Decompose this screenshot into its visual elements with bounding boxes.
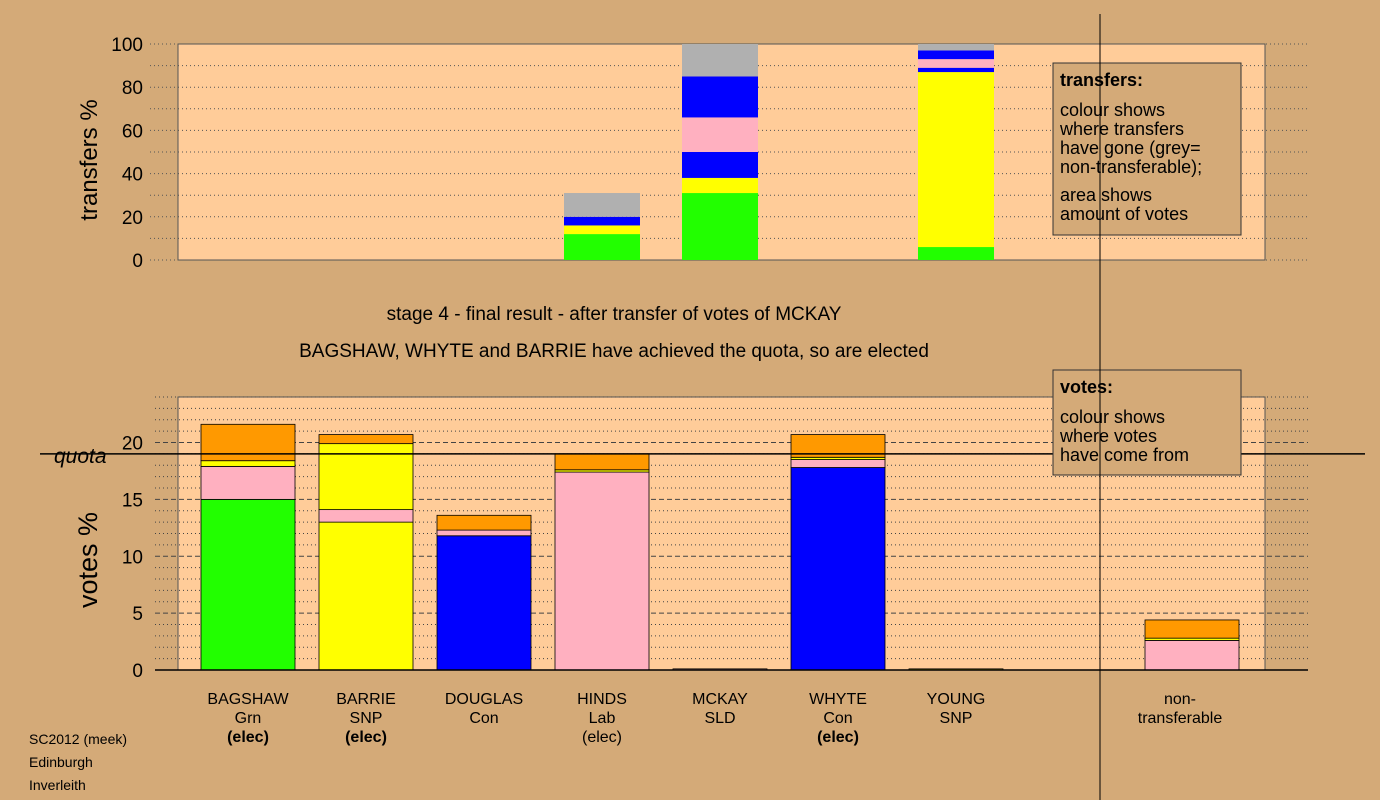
votes-tick-label: 20 [122,434,143,455]
vote-bar-segment [200,465,296,500]
transfer-bar-segment [682,193,758,260]
stage-subtitle: BAGSHAW, WHYTE and BARRIE have achieved … [299,341,929,362]
votes-tick-label: 0 [132,661,143,682]
transfers-tick-label: 60 [122,121,143,142]
transfer-bar-segment [564,193,640,217]
transfer-bar-segment [682,152,758,178]
transfers-legend-line: colour shows [1060,100,1165,120]
candidate-party-label: Con [823,710,852,727]
vote-bar-segment [436,535,532,671]
candidate-party-label: Lab [589,710,616,727]
transfers-tick-label: 80 [122,78,143,99]
candidate-name-label: BAGSHAW [207,691,289,708]
transfer-bar-segment [918,67,994,73]
transfer-bar-segment [918,59,994,68]
vote-bar-segment [200,423,296,462]
vote-bar-segment [200,498,296,671]
candidate-party-label: Con [469,710,498,727]
votes-tick-label: 15 [122,490,143,511]
candidate-party-label: SNP [350,710,383,727]
transfer-bar-segment [682,177,758,194]
transfers-legend-line: where transfers [1059,119,1184,139]
transfers-legend-title: transfers: [1060,70,1143,90]
transfer-bar-segment [682,44,758,77]
candidate-status-label: (elec) [345,729,387,746]
candidate-status-label: (elec) [817,729,859,746]
vote-bar-segment [436,529,532,537]
votes-y-axis-label: votes % [73,512,103,608]
candidate-status-label: (elec) [227,729,269,746]
votes-legend-line: have come from [1060,445,1189,465]
candidate-name-label: BARRIE [336,691,396,708]
vote-bar-segment [554,453,650,471]
votes-tick-label: 10 [122,547,143,568]
footer-line-2: Edinburgh [29,754,93,770]
transfer-bar-segment [682,76,758,118]
transfers-panel: 0 20 40 60 80 100 transfers % transfers: colour … [76,35,1308,272]
candidate-party-label: SNP [940,710,973,727]
transfer-bar-segment [918,44,994,51]
candidate-name-label: HINDS [577,691,627,708]
votes-legend-title: votes: [1060,377,1113,397]
transfers-legend-line: have gone (grey= [1060,138,1201,158]
vote-bar-segment [436,514,532,531]
transfers-y-axis-label: transfers % [76,99,103,220]
transfer-bar-segment [918,50,994,60]
transfer-bar-segment [682,117,758,152]
transfers-legend-line: amount of votes [1060,204,1188,224]
vote-bar-segment [200,460,296,467]
footer-line-1: SC2012 (meek) [29,731,127,747]
vote-bar-segment [318,509,414,523]
vote-bar-segment [790,434,886,458]
transfers-legend-line: area shows [1060,185,1152,205]
vote-bar-segment [554,471,650,671]
candidate-name-label: DOUGLAS [445,691,523,708]
candidate-status-label: (elec) [582,729,622,746]
votes-legend-box [1052,369,1242,476]
vote-bar-segment [318,521,414,671]
votes-legend-line: where votes [1059,426,1157,446]
transfer-bar-segment [564,234,640,260]
stage-title: stage 4 - final result - after transfer … [387,304,842,325]
transfers-tick-label: 0 [132,251,143,272]
vote-bar-segment [1144,640,1240,671]
candidate-name-label: WHYTE [809,691,867,708]
candidate-party-label: SLD [704,710,735,727]
transfers-tick-label: 40 [122,165,143,186]
vote-bar-segment [790,467,886,671]
transfers-tick-label: 20 [122,208,143,229]
transfers-legend-box [1052,62,1242,236]
vote-bar-segment [1144,619,1240,639]
transfers-tick-label: 100 [111,35,143,56]
vote-bar-segment [318,443,414,511]
transfers-legend-line: non-transferable); [1060,157,1202,177]
transfer-bar-segment [918,72,994,248]
votes-panel: 0 5 10 15 20 votes % quota votes: colour showswh… [40,369,1365,746]
nontransferable-label: transferable [1138,710,1223,727]
transfer-bar-segment [564,225,640,235]
nontransferable-label: non- [1164,691,1196,708]
candidate-name-label: YOUNG [927,691,986,708]
votes-legend-line: colour shows [1060,407,1165,427]
candidate-name-label: MCKAY [692,691,748,708]
votes-tick-label: 5 [132,604,143,625]
transfer-bar-segment [918,247,994,260]
vote-bar-segment [790,459,886,468]
quota-label: quota [54,445,107,468]
vote-bar-segment [318,434,414,445]
transfer-bar-segment [564,216,640,226]
candidate-party-label: Grn [235,710,262,727]
footer-line-3: Inverleith [29,777,86,793]
